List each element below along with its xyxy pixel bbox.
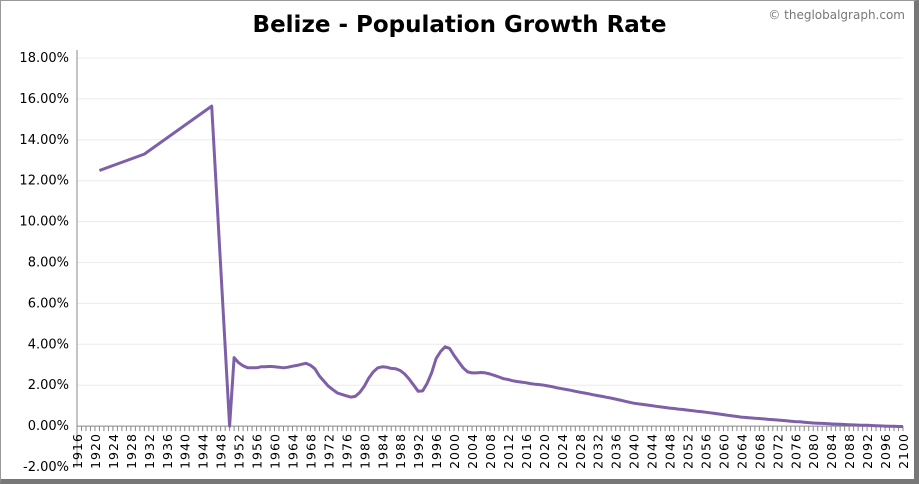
x-tick-label: 1968 — [303, 433, 318, 469]
x-tick-label: 1952 — [232, 433, 247, 469]
x-tick-label: 1980 — [357, 433, 372, 469]
series-line — [98, 104, 903, 428]
y-tick-label: 0.00% — [28, 419, 69, 434]
x-tick-label: 2048 — [663, 433, 678, 469]
x-tick-label: 2012 — [501, 433, 516, 469]
chart-title: Belize - Population Growth Rate — [252, 12, 667, 38]
x-tick-label: 2068 — [752, 433, 767, 469]
x-tick-label: 1972 — [321, 433, 336, 469]
x-tick-label: 1964 — [285, 433, 300, 469]
x-tick-label: 2020 — [537, 433, 552, 469]
x-tick-label: 1992 — [411, 433, 426, 469]
x-tick-label: 2016 — [519, 433, 534, 469]
x-tick-label: 1928 — [124, 433, 139, 469]
x-tick-label: 2028 — [573, 433, 588, 469]
x-tick-label: 1924 — [106, 433, 121, 469]
x-tick-label: 2100 — [896, 433, 911, 469]
x-tick-label: 1988 — [393, 433, 408, 469]
x-tick-label: 2088 — [842, 433, 857, 469]
x-tick-label: 1916 — [70, 433, 85, 469]
y-tick-label: 16.00% — [19, 92, 69, 107]
watermark: © theglobalgraph.com — [768, 8, 905, 22]
y-tick-label: 12.00% — [19, 174, 69, 189]
x-tick-label: 2052 — [681, 433, 696, 469]
y-tick-label: 14.00% — [19, 133, 69, 148]
x-tick-label: 2044 — [645, 433, 660, 469]
x-tick-label: 1976 — [339, 433, 354, 469]
x-tick-label: 2092 — [860, 433, 875, 469]
x-tick-label: 1996 — [429, 433, 444, 469]
x-tick-label: 2008 — [483, 433, 498, 469]
x-tick-label: 2084 — [824, 433, 839, 469]
x-tick-label: 1960 — [268, 433, 283, 469]
x-tick-label: 2096 — [878, 433, 893, 469]
x-tick-label: 2060 — [716, 433, 731, 469]
x-tick-label: 1948 — [214, 433, 229, 469]
x-tick-label: 2000 — [447, 433, 462, 469]
y-tick-label: 2.00% — [28, 378, 69, 393]
x-tick-label: 1940 — [178, 433, 193, 469]
x-tick-label: 2056 — [698, 433, 713, 469]
y-tick-label: 6.00% — [28, 296, 69, 311]
y-tick-label: 10.00% — [19, 215, 69, 230]
y-tick-label: 8.00% — [28, 256, 69, 271]
y-tick-label: -2.00% — [23, 460, 69, 475]
x-tick-label: 2080 — [806, 433, 821, 469]
x-tick-label: 2076 — [788, 433, 803, 469]
x-tick-label: 2072 — [770, 433, 785, 469]
x-tick-label: 2040 — [627, 433, 642, 469]
x-tick-label: 1956 — [250, 433, 265, 469]
x-tick-label: 1936 — [160, 433, 175, 469]
x-tick-label: 2024 — [555, 433, 570, 469]
y-tick-label: 4.00% — [28, 337, 69, 352]
x-tick-label: 1984 — [375, 433, 390, 469]
x-tick-label: 2004 — [465, 433, 480, 469]
x-tick-label: 1944 — [196, 433, 211, 469]
x-tick-label: 2032 — [591, 433, 606, 469]
x-tick-label: 1920 — [88, 433, 103, 469]
y-tick-label: 18.00% — [19, 51, 69, 66]
x-tick-label: 2036 — [609, 433, 624, 469]
x-tick-label: 2064 — [734, 433, 749, 469]
x-tick-label: 1932 — [142, 433, 157, 469]
